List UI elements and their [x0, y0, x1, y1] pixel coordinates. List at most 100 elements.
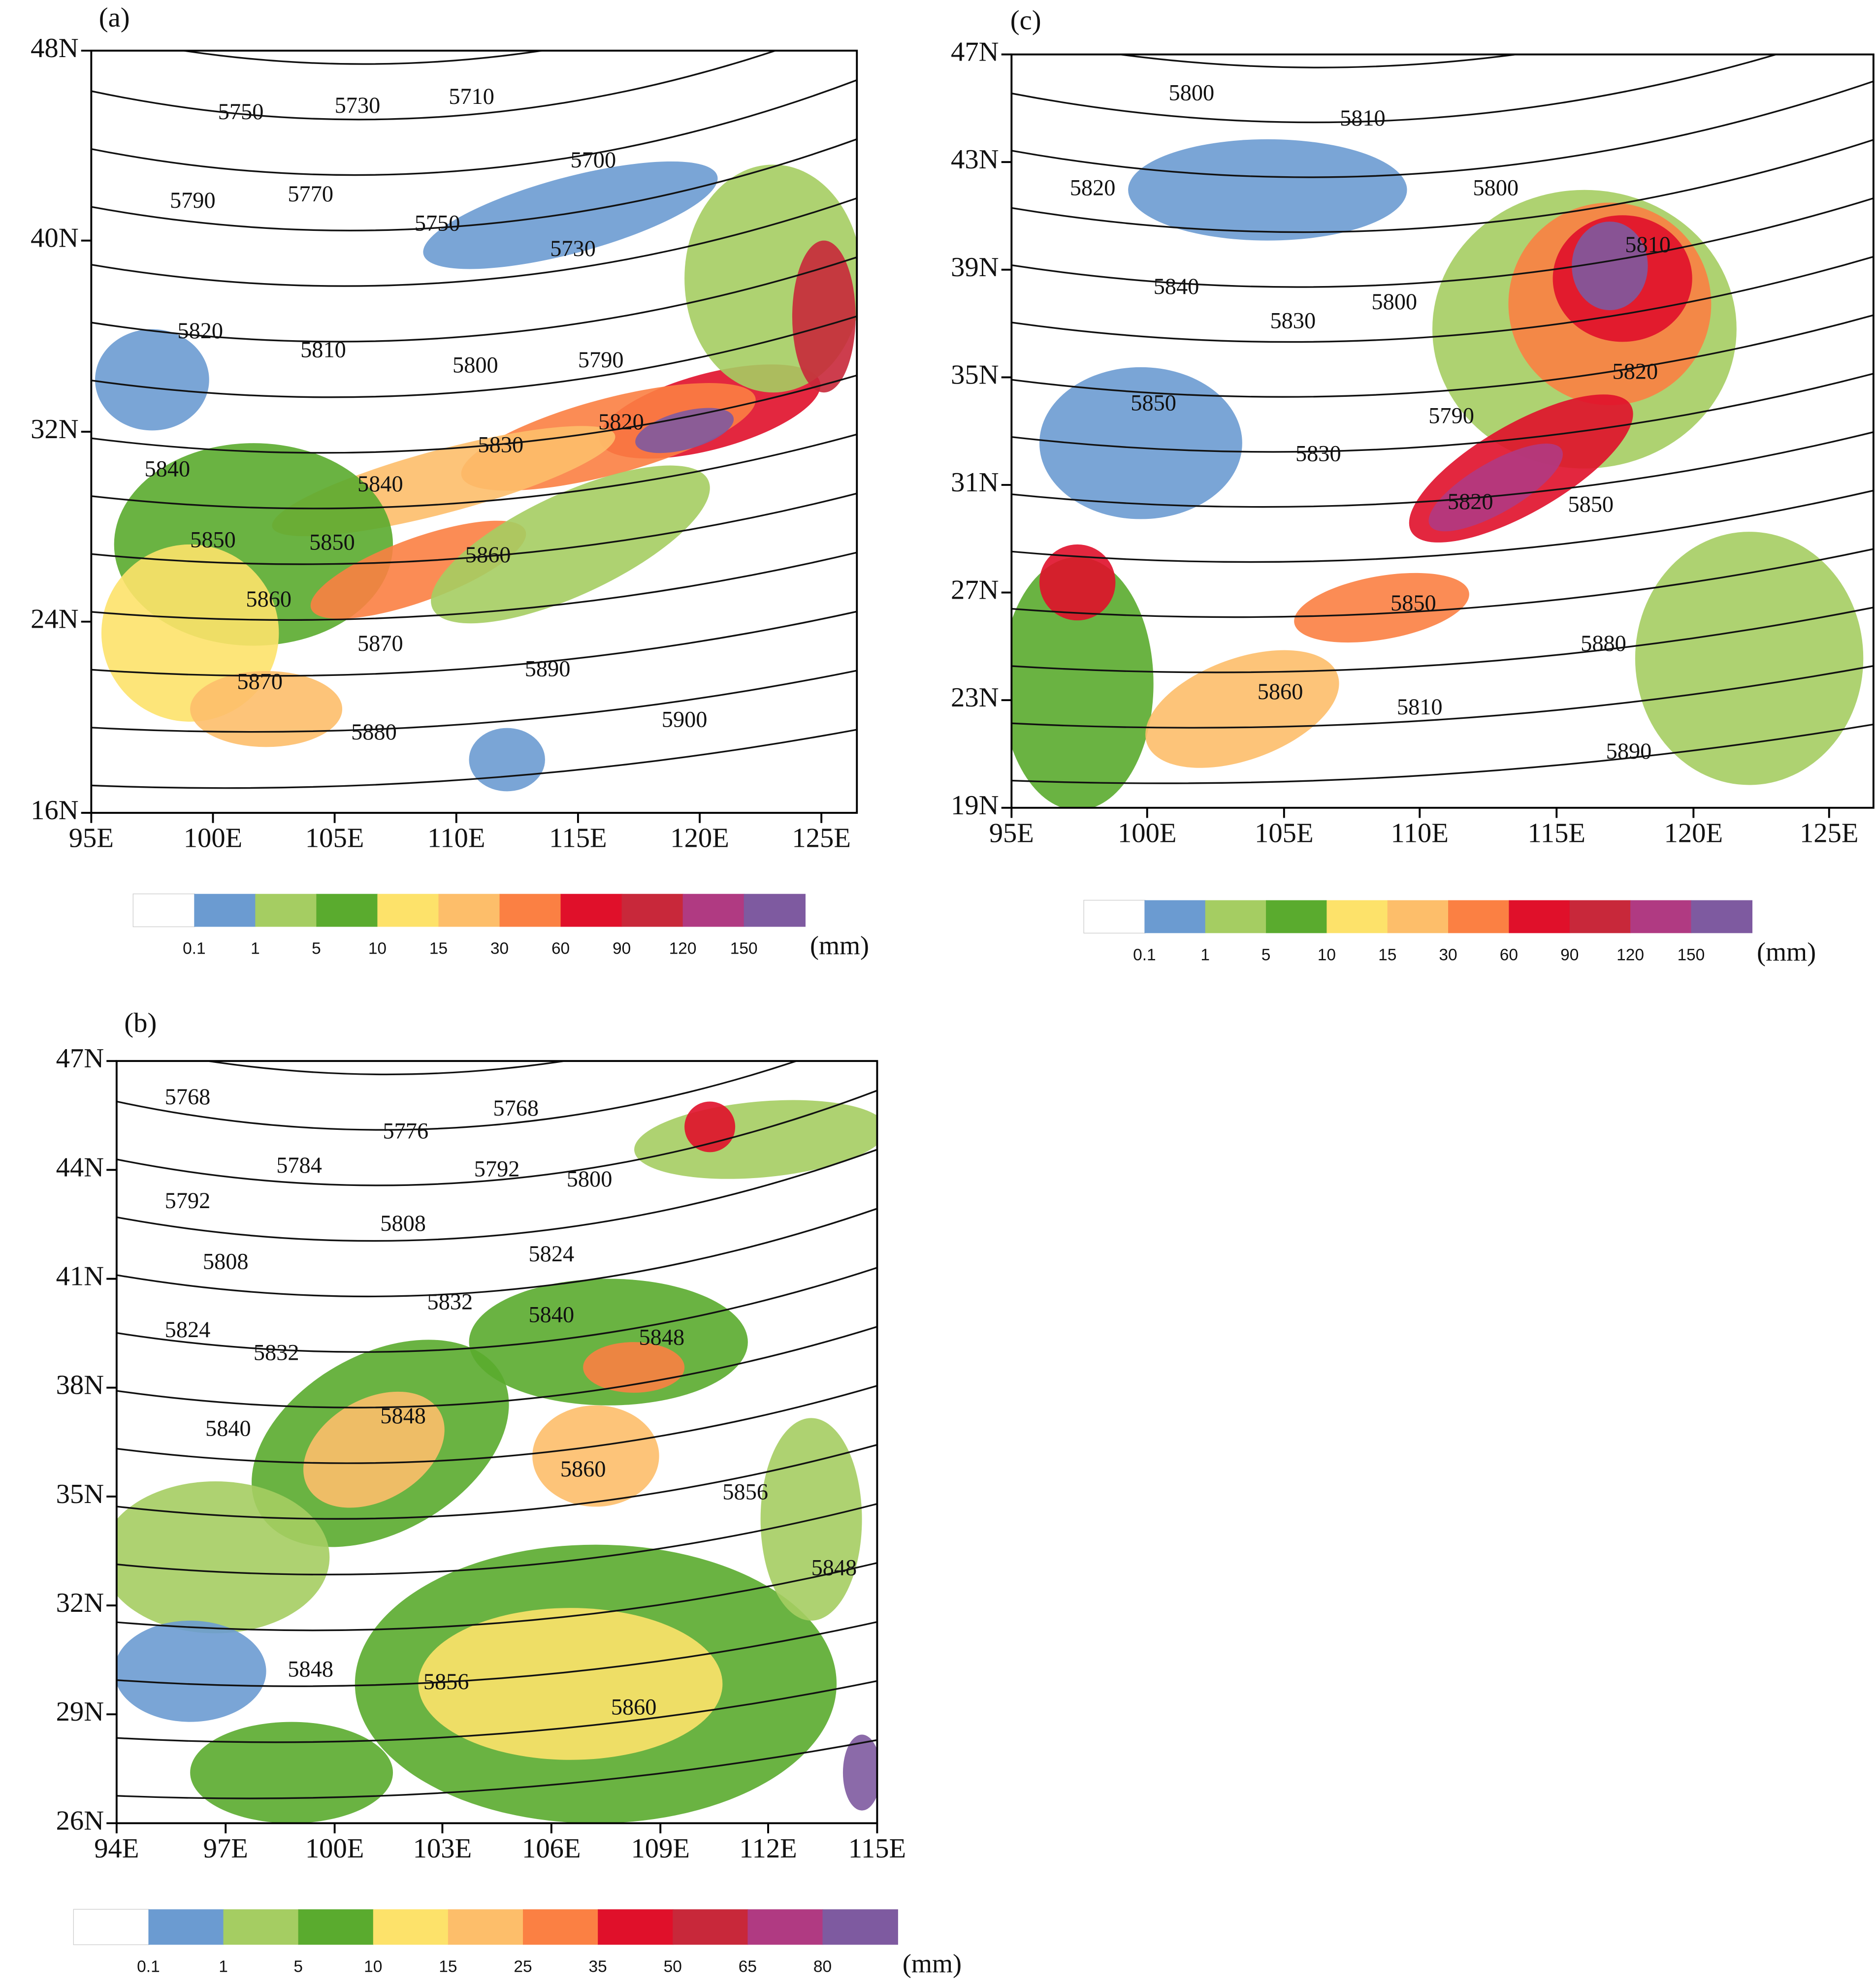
contour-label: 5768 — [165, 1085, 211, 1110]
precip-area — [116, 1620, 266, 1722]
colorbar-segment — [621, 894, 683, 927]
colorbar-segment — [1326, 900, 1389, 933]
contour-label: 5790 — [578, 348, 624, 373]
contour-label: 5870 — [237, 669, 283, 694]
precip-area — [1039, 367, 1242, 519]
contour-label: 5860 — [560, 1457, 606, 1482]
precip-area — [303, 1391, 445, 1508]
contour-line — [1011, 548, 1874, 618]
precip-area — [635, 408, 734, 453]
lat-tick-label: 19N — [951, 790, 999, 821]
colorbar-segment — [1387, 900, 1449, 933]
colorbar-segment — [194, 894, 256, 927]
contour-label: 5710 — [449, 84, 494, 109]
lat-tick-label: 32N — [56, 1588, 104, 1618]
contour-label: 5880 — [1581, 631, 1626, 656]
contour-label: 5850 — [1391, 591, 1436, 616]
contour-line — [91, 50, 778, 121]
map-frame — [115, 1060, 878, 1824]
contour-line — [116, 1326, 877, 1408]
lon-tick-label: 94E — [94, 1833, 139, 1864]
contour-line — [91, 138, 857, 231]
lat-tick-label: 47N — [951, 37, 999, 67]
colorbar-label: 5 — [293, 1957, 303, 1976]
contour-label: 5848 — [288, 1657, 333, 1682]
precip-area — [190, 1722, 393, 1824]
contour-label: 5890 — [525, 657, 571, 682]
contour-label: 5832 — [254, 1340, 299, 1365]
lat-tick-label: 23N — [951, 682, 999, 713]
contour-line — [1114, 54, 1522, 68]
contour-line — [91, 256, 857, 343]
contour-label: 5840 — [144, 456, 190, 481]
precip-area — [634, 1100, 877, 1179]
colorbar-label: 15 — [1378, 946, 1396, 964]
precip-area — [423, 161, 718, 269]
colorbar-label: 50 — [664, 1957, 682, 1976]
contour-label: 5800 — [1371, 289, 1417, 315]
contour-label: 5830 — [1270, 308, 1316, 333]
colorbar-segment — [822, 1909, 898, 1945]
contour-label: 5900 — [662, 707, 708, 733]
contour-label: 5800 — [453, 352, 498, 378]
colorbar-segment — [373, 1909, 449, 1945]
lon-tick-label: 125E — [792, 823, 851, 854]
contour-line — [1011, 607, 1874, 673]
lon-tick-label: 110E — [427, 823, 485, 854]
lat-tick-label: 47N — [56, 1043, 104, 1074]
contour-line — [116, 1385, 877, 1464]
colorbar-segment — [1630, 900, 1692, 933]
contour-label: 5792 — [474, 1157, 520, 1182]
precip-area — [532, 1405, 659, 1507]
colorbar-label: 1 — [1200, 946, 1210, 964]
contour-line — [91, 551, 857, 621]
colorbar-segment — [132, 894, 195, 928]
contour-label: 5750 — [415, 211, 460, 236]
contour-label: 5850 — [1568, 492, 1614, 517]
precip-area — [1145, 650, 1339, 768]
colorbar-label: 30 — [1439, 946, 1457, 964]
precip-area — [1039, 544, 1116, 621]
colorbar-segment — [1205, 900, 1267, 933]
precip-area — [792, 240, 856, 393]
lon-tick-label: 120E — [1664, 818, 1723, 848]
lon-tick-label: 110E — [1391, 818, 1449, 848]
panel-label: (c) — [1010, 5, 1041, 35]
contour-label: 5880 — [351, 720, 397, 745]
colorbar-unit: (mm) — [1757, 937, 1816, 967]
contour-label: 5790 — [170, 188, 216, 213]
contour-label: 5824 — [165, 1317, 211, 1343]
colorbar-label: 0.1 — [1133, 946, 1156, 964]
lon-tick-label: 103E — [413, 1833, 472, 1864]
colorbar-label: 15 — [429, 940, 448, 958]
contour-label: 5792 — [165, 1188, 211, 1214]
colorbar-label: 10 — [368, 940, 387, 958]
contour-label: 5820 — [177, 319, 223, 344]
colorbar-label: 0.1 — [137, 1957, 160, 1976]
lat-tick-label: 38N — [56, 1370, 104, 1401]
colorbar-segment — [1083, 899, 1146, 934]
contour-label: 5784 — [276, 1153, 322, 1178]
lon-tick-label: 105E — [1255, 818, 1314, 848]
contour-line — [91, 433, 857, 510]
contour-label: 5840 — [1154, 274, 1199, 299]
precip-area — [1011, 557, 1154, 808]
contour-line — [1011, 256, 1874, 343]
lat-tick-label: 44N — [56, 1152, 104, 1183]
colorbar-label: 60 — [551, 940, 570, 958]
contour-line — [91, 79, 857, 176]
colorbar-segment — [1509, 900, 1571, 933]
contour-label: 5850 — [309, 530, 355, 555]
lon-tick-label: 95E — [69, 823, 114, 854]
contour-label: 5848 — [811, 1556, 857, 1581]
contour-line — [116, 1061, 799, 1131]
contour-label: 5850 — [1131, 391, 1176, 416]
lat-tick-label: 24N — [31, 604, 79, 635]
colorbar-segment — [1691, 900, 1753, 933]
colorbar-segment — [148, 1909, 224, 1945]
precip-area — [1635, 532, 1864, 785]
colorbar-unit: (mm) — [903, 1949, 962, 1978]
colorbar-segment — [298, 1909, 374, 1945]
contour-label: 5840 — [205, 1416, 251, 1441]
colorbar-label: 5 — [312, 940, 321, 958]
